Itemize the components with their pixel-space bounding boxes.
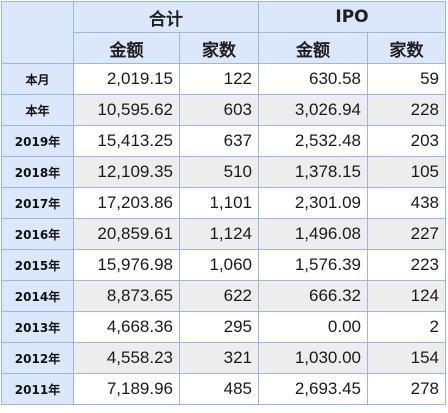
table-body: 本月 2,019.15 122 630.58 59 本年 10,595.62 6… [1, 63, 446, 405]
row-label: 2019年 [1, 125, 74, 157]
ipo-amount-cell: 0.00 [258, 311, 368, 343]
table-row: 本年 10,595.62 603 3,026.94 228 [1, 94, 446, 126]
total-amount-cell: 12,109.35 [73, 156, 180, 188]
table-row: 2016年 20,859.61 1,124 1,496.08 227 [1, 218, 446, 250]
total-count-cell: 1,124 [179, 218, 259, 250]
ipo-count-cell: 105 [367, 156, 446, 188]
ipo-count-cell: 438 [367, 187, 446, 219]
subheader-ipo-count: 家数 [367, 32, 446, 64]
table-row: 2014年 8,873.65 622 666.32 124 [1, 280, 446, 312]
table-row: 2013年 4,668.36 295 0.00 2 [1, 311, 446, 343]
total-count-cell: 321 [179, 342, 259, 374]
ipo-count-cell: 223 [367, 249, 446, 281]
total-count-cell: 485 [179, 373, 259, 405]
table-row: 本月 2,019.15 122 630.58 59 [1, 63, 446, 95]
table-row: 2018年 12,109.35 510 1,378.15 105 [1, 156, 446, 188]
total-count-cell: 122 [179, 63, 259, 95]
row-label: 2011年 [1, 373, 74, 405]
total-count-cell: 510 [179, 156, 259, 188]
total-amount-cell: 15,976.98 [73, 249, 180, 281]
ipo-count-cell: 227 [367, 218, 446, 250]
ipo-amount-cell: 1,496.08 [258, 218, 368, 250]
ipo-amount-cell: 2,532.48 [258, 125, 368, 157]
total-count-cell: 1,060 [179, 249, 259, 281]
table-row: 2019年 15,413.25 637 2,532.48 203 [1, 125, 446, 157]
row-label: 2018年 [1, 156, 74, 188]
ipo-amount-cell: 666.32 [258, 280, 368, 312]
row-label: 2017年 [1, 187, 74, 219]
total-count-cell: 637 [179, 125, 259, 157]
table-row: 2011年 7,189.96 485 2,693.45 278 [1, 373, 446, 405]
total-amount-cell: 20,859.61 [73, 218, 180, 250]
row-label: 2014年 [1, 280, 74, 312]
total-amount-cell: 7,189.96 [73, 373, 180, 405]
row-label: 本年 [1, 94, 74, 126]
row-label: 2013年 [1, 311, 74, 343]
sub-header-row: 金额 家数 金额 家数 [2, 32, 446, 64]
subheader-total-amount: 金额 [73, 32, 180, 64]
total-count-cell: 622 [179, 280, 259, 312]
total-count-cell: 295 [179, 311, 259, 343]
table-row: 2012年 4,558.23 321 1,030.00 154 [1, 342, 446, 374]
row-label: 本月 [1, 63, 74, 95]
total-amount-cell: 17,203.86 [73, 187, 180, 219]
ipo-count-cell: 59 [367, 63, 446, 95]
table-row: 2017年 17,203.86 1,101 2,301.09 438 [1, 187, 446, 219]
ipo-count-cell: 203 [367, 125, 446, 157]
ipo-amount-cell: 3,026.94 [258, 94, 368, 126]
ipo-amount-cell: 1,030.00 [258, 342, 368, 374]
table-header: 合计 IPO 金额 家数 金额 家数 [1, 1, 446, 64]
group-header-ipo: IPO [258, 1, 446, 33]
row-label: 2016年 [1, 218, 74, 250]
total-amount-cell: 2,019.15 [73, 63, 180, 95]
total-amount-cell: 8,873.65 [73, 280, 180, 312]
ipo-count-cell: 124 [367, 280, 446, 312]
ipo-amount-cell: 1,378.15 [258, 156, 368, 188]
ipo-amount-cell: 630.58 [258, 63, 368, 95]
ipo-amount-cell: 2,693.45 [258, 373, 368, 405]
row-label: 2015年 [1, 249, 74, 281]
row-label: 2012年 [1, 342, 74, 374]
total-amount-cell: 4,668.36 [73, 311, 180, 343]
group-header-total: 合计 [73, 1, 259, 33]
ipo-count-cell: 228 [367, 94, 446, 126]
ipo-count-cell: 278 [367, 373, 446, 405]
financing-table: 合计 IPO 金额 家数 金额 家数 本月 2,019.15 122 630.5… [1, 1, 446, 405]
ipo-count-cell: 2 [367, 311, 446, 343]
ipo-count-cell: 154 [367, 342, 446, 374]
subheader-ipo-amount: 金额 [258, 32, 368, 64]
table-row: 2015年 15,976.98 1,060 1,576.39 223 [1, 249, 446, 281]
ipo-amount-cell: 1,576.39 [258, 249, 368, 281]
total-amount-cell: 10,595.62 [73, 94, 180, 126]
ipo-amount-cell: 2,301.09 [258, 187, 368, 219]
total-amount-cell: 15,413.25 [73, 125, 180, 157]
total-count-cell: 1,101 [179, 187, 259, 219]
group-header-row: 合计 IPO [1, 1, 446, 64]
subheader-total-count: 家数 [179, 32, 259, 64]
total-amount-cell: 4,558.23 [73, 342, 180, 374]
corner-cell [1, 1, 74, 64]
total-count-cell: 603 [179, 94, 259, 126]
